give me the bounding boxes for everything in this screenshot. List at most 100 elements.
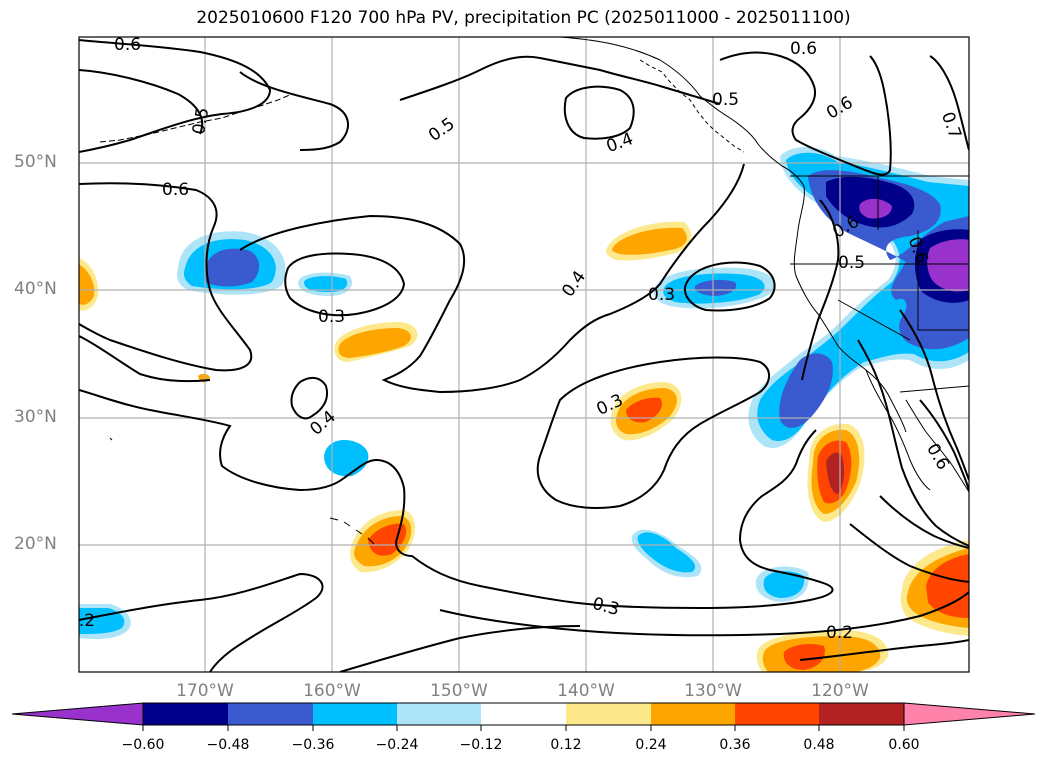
contour-label: 0.5 <box>425 114 459 146</box>
contour-lower-left <box>79 389 834 610</box>
colorbar-segment <box>735 703 819 725</box>
colorbar-tick-label: −0.48 <box>206 737 250 753</box>
colorbar-tick-label: 0.12 <box>550 737 582 753</box>
contour-label: 0.6 <box>823 93 856 124</box>
contour-lower-right-2 <box>879 495 969 549</box>
lon-label: 150°W <box>430 681 488 701</box>
colorbar-segment <box>651 703 735 725</box>
contour-label: 0.3 <box>590 594 621 620</box>
pos-region-136w-44n-core <box>612 227 687 255</box>
contour-label: 0.2 <box>826 623 853 643</box>
hawaii-islands <box>329 517 375 545</box>
colorbar <box>11 702 1036 731</box>
contour-06-se-outer <box>899 309 969 481</box>
contour-03-right <box>684 261 776 312</box>
colorbar-tick-label: −0.12 <box>459 737 503 753</box>
colorbar-tick-label: 0.36 <box>719 737 751 753</box>
contour-05-central <box>239 163 745 394</box>
contour-label: 0.4 <box>604 129 636 157</box>
lon-label: 120°W <box>811 681 869 701</box>
lon-label: 160°W <box>303 681 361 701</box>
contour-06-mid <box>79 335 211 383</box>
gulf-of-california <box>905 399 969 493</box>
state-boundary-4 <box>917 230 969 331</box>
contour-label: 0.6 <box>922 440 953 473</box>
contour-02-far-bottom <box>799 639 969 661</box>
aleutian-islands <box>99 93 293 143</box>
contour-label: 0.6 <box>114 35 141 55</box>
pos-region-135w-30n-red <box>626 397 663 423</box>
contour-06-upper-left <box>79 69 204 135</box>
neg-region-130w-40n-inner <box>694 279 737 296</box>
pos-region-113w-16n-red <box>926 554 969 618</box>
contour-06-top <box>79 39 272 153</box>
neg-region-160w-40n-core <box>304 276 348 292</box>
colorbar-outline <box>142 702 905 726</box>
contour-06-right <box>801 199 840 381</box>
contour-03-left <box>284 252 406 317</box>
colorbar-segment <box>566 703 651 725</box>
alaska-coast <box>559 37 805 187</box>
contour-lower-right <box>849 523 969 583</box>
lat-label: 30°N <box>14 407 57 427</box>
us-west-coast <box>793 185 907 433</box>
state-boundary-2 <box>837 299 911 341</box>
contour-label: 0.4 <box>558 267 590 301</box>
colorbar-segment <box>313 703 397 725</box>
lon-label: 170°W <box>176 681 234 701</box>
colorbar-tick-label: 0.24 <box>635 737 667 753</box>
lon-label: 130°W <box>684 681 742 701</box>
colorbar-tick-label: 0.60 <box>888 737 920 753</box>
pos-region-157w-36n-core <box>338 328 411 358</box>
map-frame <box>78 36 970 673</box>
colorbar-segment <box>481 703 566 725</box>
neg-region-126w-16n-core <box>763 571 805 598</box>
contour-04-left <box>290 376 328 420</box>
contour-05-top-arc <box>399 55 721 105</box>
colorbar-tick-label: −0.24 <box>375 737 419 753</box>
contour-07-east <box>929 55 969 151</box>
contour-label: 0.4 <box>306 407 340 440</box>
lon-label: 140°W <box>557 681 615 701</box>
coastlines <box>99 37 969 545</box>
colorbar-segment <box>143 703 228 725</box>
lat-label: 50°N <box>14 152 57 172</box>
contour-05-left <box>79 182 253 372</box>
colorbar-segment <box>397 703 481 725</box>
colorbar-tick-label: −0.60 <box>121 737 165 753</box>
neg-region-137w-19n-core <box>637 532 696 573</box>
neg-region-170w-42n-inner <box>205 248 260 287</box>
contour-lower-border <box>339 625 581 672</box>
colorbar-segment <box>819 703 904 725</box>
contour-05-top-center <box>239 71 349 151</box>
colorbar-segment <box>228 703 313 725</box>
contour-02-right <box>439 591 969 637</box>
contour-label: 0.6 <box>790 39 817 59</box>
contour-label: 0.6 <box>162 180 189 200</box>
contour-label: 0.5 <box>712 90 739 110</box>
neg-region-west-coast-purple <box>859 198 892 219</box>
pv-contours <box>79 39 969 672</box>
lat-label: 40°N <box>14 279 57 299</box>
plot-title: 2025010600 F120 700 hPa PV, precipitatio… <box>196 8 851 28</box>
contour-label: 0.3 <box>318 307 345 327</box>
graticule <box>79 37 969 672</box>
lat-label: 20°N <box>14 534 57 554</box>
neg-region-baja <box>779 353 833 428</box>
contour-05-east <box>719 51 892 176</box>
neg-region-inland-purple <box>927 239 969 292</box>
contour-label: 0.5 <box>189 106 213 136</box>
contour-05-se <box>919 399 969 491</box>
pos-region-122w-13n-red <box>783 644 825 670</box>
small-island <box>109 437 113 441</box>
contour-02-bottom <box>79 572 324 672</box>
colorbar-tick-label: 0.48 <box>803 737 835 753</box>
baja-peninsula <box>865 369 931 491</box>
contour-label: 0.5 <box>838 253 865 273</box>
contour-04-top <box>563 85 635 140</box>
colorbar-over-triangle <box>903 702 1036 726</box>
contour-06-se <box>857 339 969 547</box>
contour-label: 0.2 <box>68 611 95 631</box>
colorbar-under-triangle <box>11 702 144 726</box>
